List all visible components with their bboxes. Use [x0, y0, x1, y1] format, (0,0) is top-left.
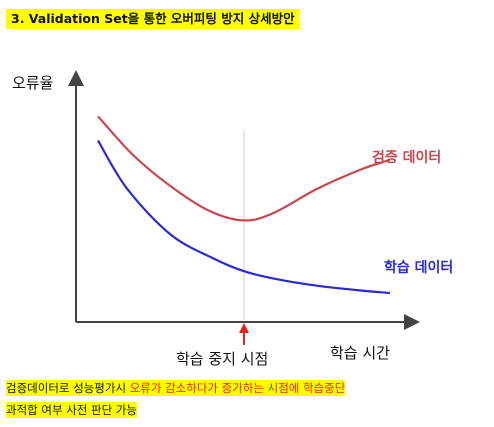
bottom-note: 검증데이터로 성능평가시 오류가 감소하다가 증가하는 시점에 학습중단 과적합…	[6, 377, 476, 421]
validation-series-label: 검증 데이터	[372, 149, 441, 166]
x-axis-label: 학습 시간	[330, 344, 390, 362]
note-text-black: 검증데이터로 성능평가시	[6, 381, 130, 395]
stop-arrow	[239, 323, 249, 345]
validation-curve	[97, 115, 391, 222]
error-rate-chart: 오류율 학습 시간 학습 중지 시점 검증 데이터 학습 데이터	[12, 70, 453, 368]
note-line-1: 검증데이터로 성능평가시 오류가 감소하다가 증가하는 시점에 학습중단	[6, 380, 346, 396]
stop-point-label: 학습 중지 시점	[176, 350, 268, 368]
note-line-2: 과적합 여부 사전 판단 가능	[6, 402, 138, 418]
note-text-red: 오류가 감소하다가 증가하는 시점에 학습중단	[129, 381, 346, 395]
training-curve	[97, 139, 391, 295]
training-series-label: 학습 데이터	[384, 259, 453, 276]
slide-title: 3. Validation Set을 통한 오버피팅 방지 상세방안	[6, 9, 300, 29]
y-axis-label: 오류율	[12, 74, 53, 92]
